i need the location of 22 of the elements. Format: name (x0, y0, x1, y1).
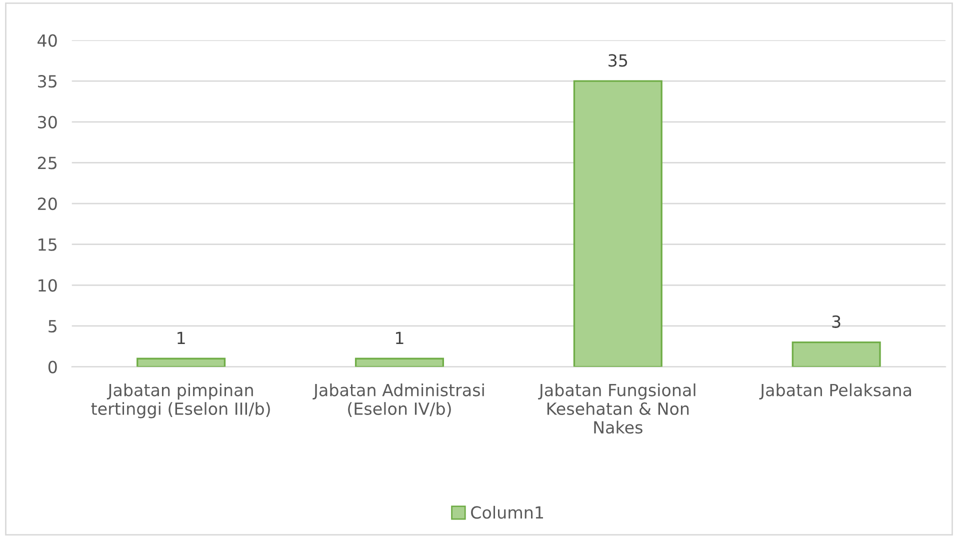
x-tick-label: Jabatan Fungsional Kesehatan & Non Nakes (538, 383, 696, 434)
bar (573, 80, 662, 367)
y-tick-label: 0 (48, 360, 57, 374)
y-tick-label: 15 (38, 238, 57, 251)
y-tick-label: 35 (38, 75, 57, 88)
bar (354, 358, 444, 367)
data-label: 1 (396, 332, 404, 344)
x-tick-label: Jabatan Pelaksana (759, 383, 912, 400)
data-label: 35 (608, 54, 628, 67)
y-tick-label: 25 (38, 156, 57, 170)
legend-label: Column1 (471, 506, 544, 519)
bar (136, 358, 226, 367)
x-tick-label: Jabatan pimpinan tertinggi (Eselon III/b) (91, 383, 270, 418)
bar (792, 341, 881, 367)
x-tick-label: Jabatan Administrasi (Eselon IV/b) (312, 383, 484, 417)
data-label: 3 (832, 315, 840, 328)
y-tick-label: 10 (38, 279, 57, 292)
data-label: 1 (178, 332, 185, 344)
y-tick-label: 5 (48, 320, 57, 333)
y-tick-label: 40 (38, 34, 57, 47)
y-tick-label: 20 (38, 197, 57, 210)
y-tick-label: 30 (38, 116, 57, 128)
